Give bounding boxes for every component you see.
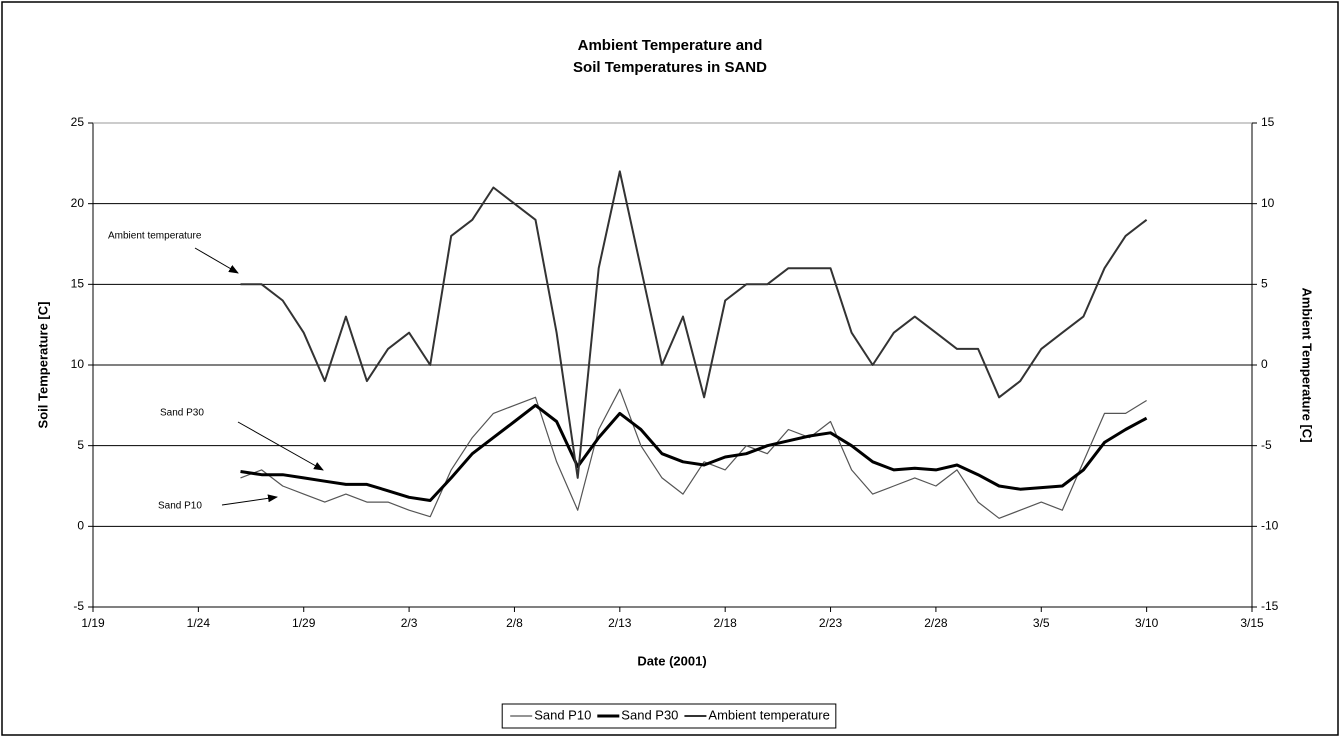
x-tick-label: 1/24 — [187, 616, 211, 630]
x-tick-label: 3/15 — [1240, 616, 1264, 630]
series-line — [240, 388, 1147, 519]
x-tick-label: 2/13 — [608, 616, 632, 630]
y-tick-label: 15 — [71, 277, 85, 291]
chart-title: Soil Temperatures in SAND — [573, 59, 767, 76]
y2-tick-label: 5 — [1261, 277, 1268, 291]
y-axis-label: Soil Temperature [C] — [35, 302, 50, 429]
y-tick-label: 25 — [71, 115, 85, 129]
y2-tick-label: 10 — [1261, 196, 1275, 210]
annotation-arrow — [194, 247, 239, 274]
x-axis-label: Date (2001) — [637, 653, 706, 668]
x-tick-label: 1/19 — [81, 616, 105, 630]
y-tick-label: 10 — [71, 357, 85, 371]
x-tick-label: 3/5 — [1033, 616, 1050, 630]
series-line — [240, 170, 1148, 479]
x-tick-label: 3/10 — [1135, 616, 1159, 630]
x-tick-label: 2/8 — [506, 616, 523, 630]
annotation: Ambient temperature — [108, 231, 202, 242]
x-tick-label: 2/28 — [924, 616, 948, 630]
y2-tick-label: 0 — [1261, 357, 1268, 371]
y-tick-label: 0 — [77, 519, 84, 533]
chart-title: Ambient Temperature and — [578, 37, 763, 54]
y-tick-label: 20 — [71, 196, 85, 210]
annotation: Sand P30 — [160, 408, 204, 419]
annotation: Sand P10 — [158, 501, 202, 512]
series-line — [240, 403, 1148, 502]
x-tick-label: 2/18 — [714, 616, 738, 630]
x-tick-label: 2/23 — [819, 616, 843, 630]
y2-axis-label: Ambient Temperature [C] — [1300, 287, 1315, 442]
legend: Sand P10 Sand P30 Ambient temperature — [501, 703, 837, 729]
legend-box — [501, 703, 837, 729]
y2-tick-label: -5 — [1261, 438, 1272, 452]
legend-label: Sand P10 — [534, 707, 591, 722]
legend-label: Sand P30 — [621, 707, 678, 722]
y-tick-label: 5 — [77, 438, 84, 452]
x-tick-label: 1/29 — [292, 616, 316, 630]
y2-tick-label: 15 — [1261, 115, 1275, 129]
y2-tick-label: -10 — [1261, 519, 1279, 533]
annotation-arrow — [221, 494, 278, 506]
y-tick-label: -5 — [73, 599, 84, 613]
legend-label: Ambient temperature — [708, 707, 829, 722]
x-tick-label: 2/3 — [401, 616, 418, 630]
y2-tick-label: -15 — [1261, 599, 1279, 613]
